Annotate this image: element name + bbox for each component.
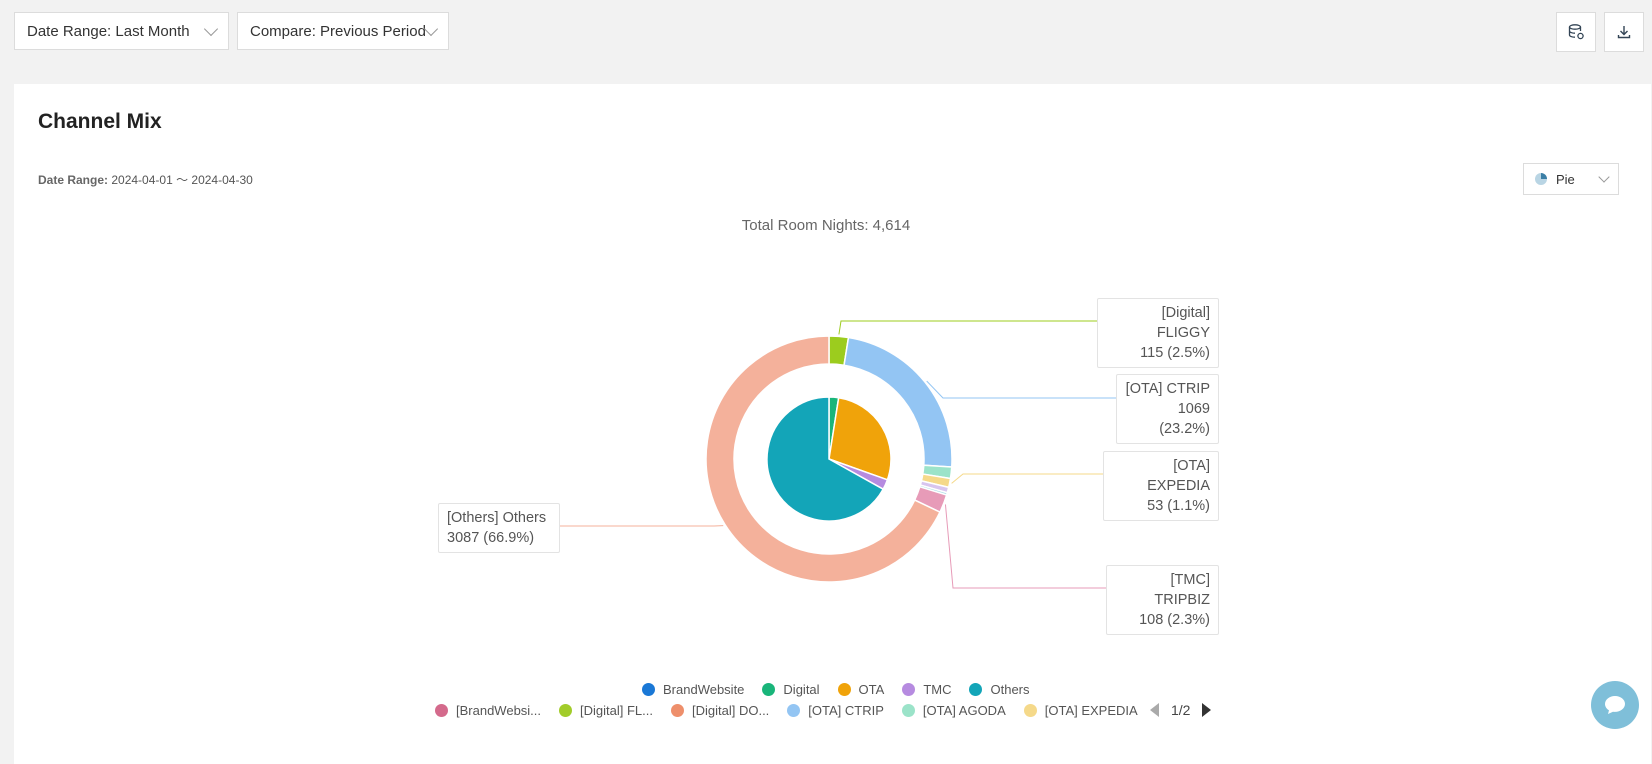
legend-label: Others: [990, 682, 1029, 697]
leader-line-ota-ctrip: [927, 381, 1116, 398]
callout-fliggy: [Digital] FLIGGY 115 (2.5%): [1097, 298, 1219, 368]
legend-item-ota-expedia[interactable]: [OTA] EXPEDIA: [1024, 703, 1138, 718]
callout-value: 1069 (23.2%): [1125, 399, 1210, 439]
legend-dot-icon: [838, 683, 851, 696]
legend-dot-icon: [435, 704, 448, 717]
callout-value: 115 (2.5%): [1106, 343, 1210, 363]
legend-row-channels: [BrandWebsi... [Digital] FL... [Digital] D…: [435, 702, 1211, 718]
legend-item-digital-fl[interactable]: [Digital] FL...: [559, 703, 653, 718]
callout-value: 108 (2.3%): [1115, 610, 1210, 630]
legend-dot-icon: [671, 704, 684, 717]
callout-name: [OTA] CTRIP: [1125, 379, 1210, 399]
legend-label: [OTA] AGODA: [923, 703, 1006, 718]
legend-next-icon[interactable]: [1202, 703, 1211, 717]
callout-value: 53 (1.1%): [1112, 496, 1210, 516]
legend-dot-icon: [559, 704, 572, 717]
legend-dot-icon: [787, 704, 800, 717]
legend-label: OTA: [859, 682, 885, 697]
callout-tripbiz: [TMC] TRIPBIZ 108 (2.3%): [1106, 565, 1219, 635]
legend-item-brandwebsite[interactable]: BrandWebsite: [642, 682, 744, 697]
legend-dot-icon: [902, 683, 915, 696]
legend-prev-icon[interactable]: [1150, 703, 1159, 717]
legend-label: [Digital] DO...: [692, 703, 769, 718]
legend-dot-icon: [762, 683, 775, 696]
legend-item-ota[interactable]: OTA: [838, 682, 885, 697]
leader-line-digital-fliggy: [839, 321, 1097, 334]
legend-item-digital[interactable]: Digital: [762, 682, 819, 697]
legend-label: [OTA] CTRIP: [808, 703, 884, 718]
legend-dot-icon: [642, 683, 655, 696]
legend-label: Digital: [783, 682, 819, 697]
callout-name: [Digital] FLIGGY: [1106, 303, 1210, 343]
legend-label: [OTA] EXPEDIA: [1045, 703, 1138, 718]
chat-support-button[interactable]: [1591, 681, 1639, 729]
legend-label: BrandWebsite: [663, 682, 744, 697]
callout-others: [Others] Others 3087 (66.9%): [438, 503, 560, 553]
callout-ctrip: [OTA] CTRIP 1069 (23.2%): [1116, 374, 1219, 444]
legend-label: [BrandWebsi...: [456, 703, 541, 718]
legend-page: 1/2: [1171, 702, 1190, 718]
callout-name: [OTA] EXPEDIA: [1112, 456, 1210, 496]
legend-pager: 1/2: [1150, 702, 1211, 718]
chat-bubble-icon: [1603, 694, 1627, 716]
legend-item-others[interactable]: Others: [969, 682, 1029, 697]
legend-item-ota-agoda[interactable]: [OTA] AGODA: [902, 703, 1006, 718]
legend-row-groups: BrandWebsite Digital OTA TMC Others: [642, 682, 1048, 697]
legend-item-ota-ctrip[interactable]: [OTA] CTRIP: [787, 703, 884, 718]
legend-item-tmc[interactable]: TMC: [902, 682, 951, 697]
callout-name: [TMC] TRIPBIZ: [1115, 570, 1210, 610]
legend-items: [BrandWebsi... [Digital] FL... [Digital] D…: [435, 703, 1150, 718]
legend-item-digital-do[interactable]: [Digital] DO...: [671, 703, 769, 718]
leader-line-ota-expedia: [952, 474, 1103, 483]
leader-line-tmc-tripbiz: [945, 504, 1106, 588]
legend-label: TMC: [923, 682, 951, 697]
legend-dot-icon: [969, 683, 982, 696]
legend-dot-icon: [1024, 704, 1037, 717]
legend-item-brandwebsi[interactable]: [BrandWebsi...: [435, 703, 541, 718]
legend-label: [Digital] FL...: [580, 703, 653, 718]
callout-name: [Others] Others: [447, 508, 551, 528]
legend-dot-icon: [902, 704, 915, 717]
callout-expedia: [OTA] EXPEDIA 53 (1.1%): [1103, 451, 1219, 521]
callout-value: 3087 (66.9%): [447, 528, 551, 548]
